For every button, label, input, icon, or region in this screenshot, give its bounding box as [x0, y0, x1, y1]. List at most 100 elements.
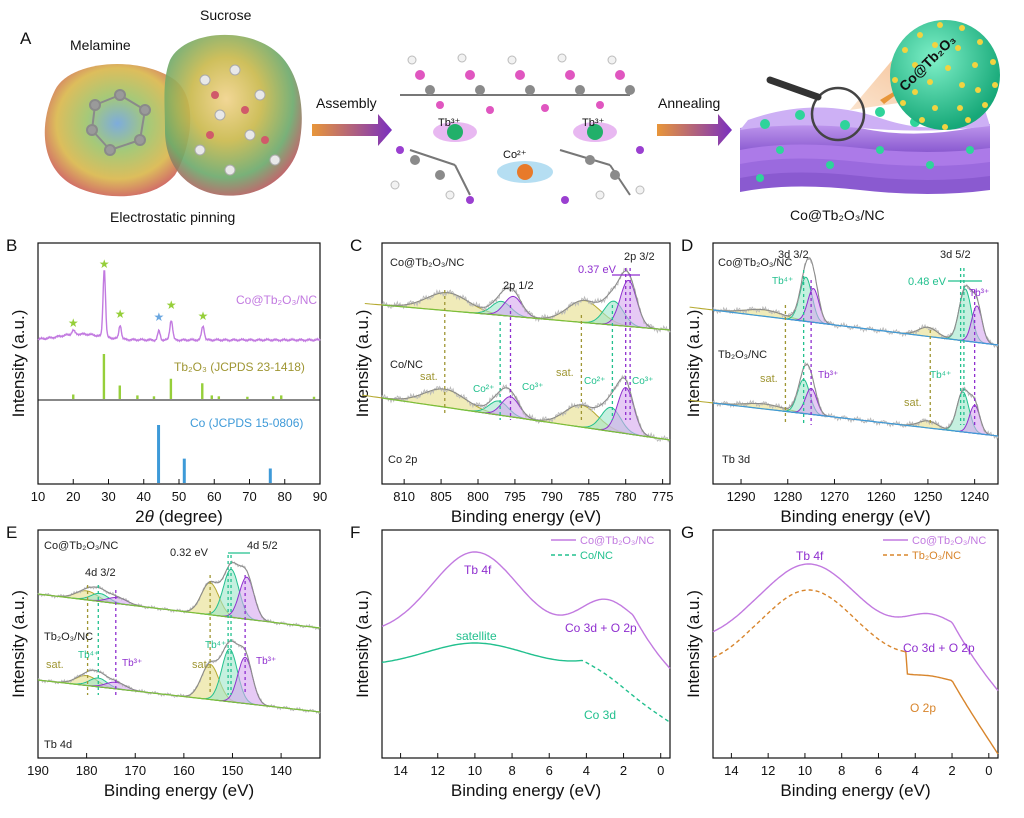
- tb3d-32-label: 3d 3/2: [778, 249, 809, 261]
- tb2o3-reference-line: [217, 396, 221, 399]
- tb2o3-reference-line: [136, 395, 139, 399]
- xrd-peak-star: ★: [68, 316, 79, 330]
- x-tick-label: 2: [948, 763, 955, 778]
- co2p-shift-label: 0.37 eV: [578, 264, 617, 276]
- co2-ion-label: Co²⁺: [503, 149, 527, 161]
- panel-e: E 190 180 170 160 150 140 Binding energy (eV) In…: [6, 523, 321, 800]
- x-axis-label: Binding energy (eV): [780, 507, 930, 526]
- co2p-series-bottom-label: Co/NC: [390, 359, 423, 371]
- co2p-co3-label-1: Co³⁺: [522, 382, 543, 393]
- x-tick-label: 12: [761, 763, 775, 778]
- y-axis-label: Intensity (a.u.): [684, 590, 703, 698]
- plot-frame: [381, 242, 671, 485]
- layered-carbon-illustration: [740, 45, 990, 194]
- tb2o3-reference-line: [210, 395, 213, 399]
- tb4d-32-label: 4d 3/2: [85, 567, 116, 579]
- legend-label-co-tb2o3-nc: Co@Tb₂O₃/NC: [580, 535, 654, 547]
- tb4d-series-top-label: Co@Tb₂O₃/NC: [44, 540, 118, 552]
- tb3-ion-left-label: Tb³⁺: [438, 117, 461, 129]
- co2p-baseline-top: [381, 304, 671, 331]
- tb3d-tb4-label-1: Tb⁴⁺: [772, 276, 793, 287]
- x-tick-label: 70: [242, 489, 256, 504]
- plot-frame: [712, 242, 999, 485]
- co2p-baseline-bottom: [381, 397, 671, 441]
- tb4d-tb4-label-2: Tb⁴⁺: [205, 640, 226, 651]
- assembly-label: Assembly: [316, 95, 377, 111]
- x-tick-label: 780: [615, 489, 637, 504]
- y-axis-label: Intensity (a.u.): [9, 590, 28, 698]
- tb2o3-reference-label: Tb₂O₃ (JCPDS 23-1418): [174, 360, 305, 374]
- tb3d-tb3-label-1: Tb³⁺: [969, 288, 989, 299]
- tb2o3-reference-line: [271, 396, 275, 399]
- x-tick-label: 1260: [867, 489, 896, 504]
- x-tick-label: 790: [541, 489, 563, 504]
- y-axis-label: Intensity (a.u.): [353, 310, 372, 418]
- panel-label-a: A: [20, 29, 32, 48]
- x-tick-label: 2: [620, 763, 627, 778]
- panel-label-d: D: [681, 236, 693, 255]
- x-tick-label: 80: [278, 489, 292, 504]
- legend-label-co-tb2o3-nc: Co@Tb₂O₃/NC: [912, 535, 986, 547]
- xrd-peak-star: ★: [115, 307, 126, 321]
- tb3d-shift-label: 0.48 eV: [908, 276, 947, 288]
- co2p-32-label: 2p 3/2: [624, 251, 655, 263]
- tb2o3-reference-line: [169, 378, 173, 399]
- melamine-surface-illustration: [44, 63, 191, 197]
- vb-curve-tb2o3-nc-dashed: [712, 589, 905, 659]
- panel-c: C 810 805 800 795 790 785 780 775 Binding energy …: [350, 236, 673, 526]
- x-tick-label: 190: [27, 763, 49, 778]
- panel-f: F 14 12 10 8 6 4 2 0 Binding energy (eV) Intensity…: [350, 523, 671, 800]
- x-axis-label-unit: (degree): [154, 507, 223, 526]
- tb2o3-reference-line: [118, 385, 121, 399]
- x-axis-label: Binding energy (eV): [451, 507, 601, 526]
- tb4d-52-label: 4d 5/2: [247, 540, 278, 552]
- x-tick-label: 1280: [773, 489, 802, 504]
- co2p-core-level-label: Co 2p: [388, 454, 417, 466]
- tb3d-series-top-label: Co@Tb₂O₃/NC: [718, 257, 792, 269]
- xrd-curve-co-tb2o3-nc: [37, 270, 321, 343]
- vb-curve-tb2o3-nc-solid: [904, 650, 999, 755]
- tb4d-sat-label-2: sat.: [192, 659, 210, 671]
- tb4d-series-bottom-label: Tb₂O₃/NC: [44, 631, 93, 643]
- x-tick-label: 785: [578, 489, 600, 504]
- panel-label-g: G: [681, 523, 694, 542]
- xrd-peak-star: ★: [166, 298, 177, 312]
- x-tick-label: 10: [468, 763, 482, 778]
- tb3d-core-level-label: Tb 3d: [722, 454, 750, 466]
- x-tick-label: 1290: [727, 489, 756, 504]
- x-axis-label: 2θ (degree): [135, 507, 223, 526]
- vb-curve-co-tb2o3-nc: [712, 563, 999, 692]
- tb3d-baseline-bottom: [712, 402, 999, 437]
- tb2o3-reference-line: [102, 354, 106, 399]
- panel-g: G 14 12 10 8 6 4 2 0 Binding energy (eV) Intensity…: [681, 523, 999, 800]
- tb3-ion-right-label: Tb³⁺: [582, 117, 605, 129]
- co-tb2o3-sphere-illustration: [890, 20, 1000, 130]
- co2p-envelope-top: [382, 270, 671, 331]
- tb2o3-reference-line: [152, 396, 156, 399]
- x-tick-label: 50: [172, 489, 186, 504]
- x-tick-label: 4: [583, 763, 590, 778]
- x-tick-label: 810: [393, 489, 415, 504]
- annealing-label: Annealing: [658, 95, 720, 111]
- x-tick-label: 6: [546, 763, 553, 778]
- tb4d-core-level-label: Tb 4d: [44, 739, 72, 751]
- co-reference-line: [182, 458, 186, 483]
- x-tick-label: 6: [875, 763, 882, 778]
- annealing-arrow: [657, 114, 732, 146]
- x-tick-label: 775: [652, 489, 674, 504]
- tb2o3-reference-line: [246, 396, 249, 399]
- panel-d: D 1290 1280 1270 1260 1250 1240 Binding energy …: [681, 236, 999, 526]
- tb4d-shift-label: 0.32 eV: [170, 547, 209, 559]
- tb2o3-reference-line: [280, 395, 283, 399]
- panel-label-e: E: [6, 523, 17, 542]
- sucrose-label: Sucrose: [200, 7, 252, 23]
- x-tick-label: 795: [504, 489, 526, 504]
- x-axis-label: Binding energy (eV): [451, 781, 601, 800]
- xrd-peak-star: ★: [198, 309, 209, 323]
- tb4d-sat-label-1: sat.: [46, 659, 64, 671]
- vb-satellite-label: satellite: [456, 629, 497, 643]
- tb3d-sat-label-2: sat.: [904, 397, 922, 409]
- tb4d-tb3-label-2: Tb³⁺: [256, 656, 276, 667]
